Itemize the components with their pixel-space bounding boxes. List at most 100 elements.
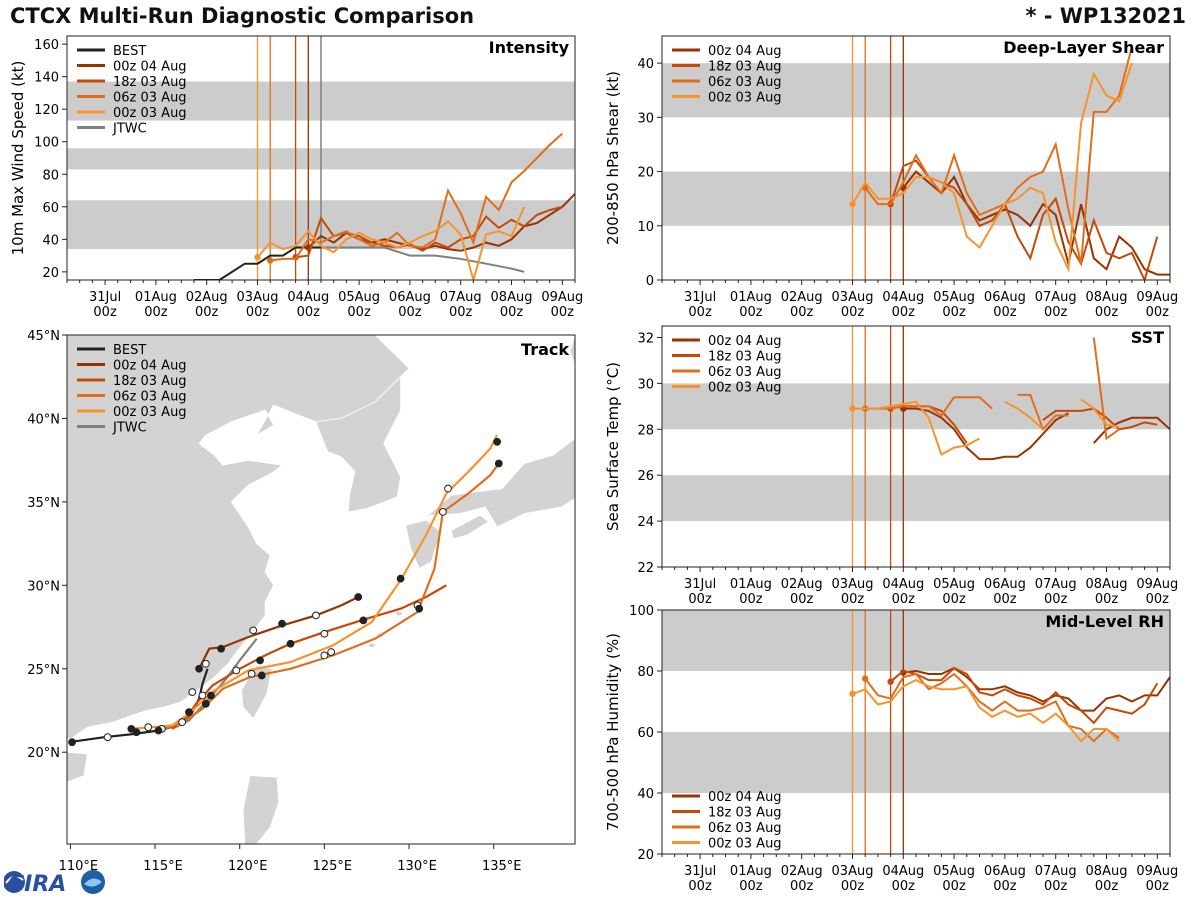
sst-ytick-label: 22 <box>637 561 654 576</box>
rh-legend-label-00z-03-aug: 00z 03 Aug <box>708 837 782 852</box>
rh-init-point-00z-03-aug <box>849 690 856 698</box>
rh-series-18z-03-aug <box>889 666 1159 725</box>
rh-band-1 <box>662 610 1170 671</box>
rh-xtick-label-bottom: 00z <box>1146 879 1170 894</box>
shear-ytick-label: 40 <box>637 57 654 72</box>
rh-xtick-label-top: 01Aug <box>730 864 772 879</box>
shear-xtick-label-bottom: 00z <box>1095 305 1119 320</box>
sst-xtick-label-bottom: 00z <box>1095 592 1119 607</box>
track-xtick-label: 115°E <box>143 859 183 874</box>
track-marker-00z-04-aug <box>249 626 258 635</box>
rh-chart: 2040608010031Jul00z01Aug00z02Aug00z03Aug… <box>604 604 1178 894</box>
track-ytick-label: 20°N <box>27 746 60 761</box>
shear-series-06z-03-aug <box>864 46 1133 264</box>
shear-xtick-label-top: 03Aug <box>832 290 874 305</box>
rh-legend-label-06z-03-aug: 06z 03 Aug <box>708 821 782 836</box>
rh-xtick-label-top: 04Aug <box>882 864 924 879</box>
intensity-xtick-label-top: 01Aug <box>135 290 177 305</box>
sst-init-point-00z-03-aug <box>849 405 856 412</box>
land-mainland-asia <box>67 335 410 740</box>
sst-ylabel: Sea Surface Temp (°C) <box>604 362 622 531</box>
sst-legend-label-06z-03-aug: 06z 03 Aug <box>708 365 782 380</box>
track-marker-00z-04-aug <box>312 611 320 620</box>
rh-xtick-label-top: 31Jul <box>684 864 716 879</box>
cira-logo: CIRA <box>4 870 105 897</box>
shear-xtick-label-bottom: 00z <box>942 305 966 320</box>
shear-title: Deep-Layer Shear <box>1003 38 1164 57</box>
sst-xtick-label-top: 01Aug <box>730 577 772 592</box>
rh-series-00z-03-aug <box>852 678 1120 743</box>
rh-init-point-18z-03-aug <box>887 678 894 685</box>
sst-xtick-label-top: 04Aug <box>882 577 924 592</box>
track-marker-00z-03-aug <box>493 437 502 446</box>
shear-xtick-label-top: 04Aug <box>882 290 924 305</box>
intensity-legend-label-18z-03-aug: 18z 03 Aug <box>113 75 187 90</box>
track-marker-18z-03-aug <box>256 656 264 665</box>
intensity-xtick-label-bottom: 00z <box>551 305 575 320</box>
rh-xtick-label-top: 07Aug <box>1035 864 1077 879</box>
intensity-init-point-00z-03-aug <box>254 254 261 261</box>
intensity-legend-label-00z-03-aug: 00z 03 Aug <box>113 106 187 121</box>
sst-series-06z-03-aug-2 <box>1092 337 1120 441</box>
shear-xtick-label-top: 01Aug <box>730 290 772 305</box>
intensity-series-jtwc <box>321 246 525 273</box>
shear-xtick-label-top: 06Aug <box>984 290 1026 305</box>
rh-xtick-label-bottom: 00z <box>1044 879 1068 894</box>
track-line-00z-03-aug <box>131 434 499 730</box>
sst-xtick-label-top: 08Aug <box>1086 577 1128 592</box>
intensity-legend-label-00z-04-aug: 00z 04 Aug <box>113 60 187 75</box>
sst-legend-label-00z-03-aug: 00z 03 Aug <box>708 381 782 396</box>
page-title: CTCX Multi-Run Diagnostic Comparison <box>10 4 475 28</box>
sst-xtick-label-bottom: 00z <box>993 592 1017 607</box>
intensity-xtick-label-bottom: 00z <box>347 305 371 320</box>
rh-xtick-label-top: 08Aug <box>1086 864 1128 879</box>
rh-xtick-label-top: 06Aug <box>984 864 1026 879</box>
shear-xtick-label-top: 09Aug <box>1136 290 1178 305</box>
intensity-xtick-label-bottom: 00z <box>297 305 321 320</box>
sst-xtick-label-bottom: 00z <box>790 592 814 607</box>
track-marker-best <box>188 688 197 697</box>
sst-legend-label-18z-03-aug: 18z 03 Aug <box>708 350 782 365</box>
track-marker-06z-03-aug <box>415 604 424 613</box>
intensity-ytick-label: 60 <box>42 201 59 216</box>
intensity-ylabel: 10m Max Wind Speed (kt) <box>9 61 27 256</box>
track-marker-18z-03-aug <box>185 708 193 717</box>
shear-chart: 01020304031Jul00z01Aug00z02Aug00z03Aug00… <box>604 35 1178 320</box>
sst-series-00z-03-aug <box>852 400 980 456</box>
land-ryukyu-2 <box>395 611 402 616</box>
track-marker-best <box>201 659 210 668</box>
rh-legend-label-18z-03-aug: 18z 03 Aug <box>708 806 782 821</box>
track-marker-06z-03-aug <box>439 507 447 516</box>
intensity-ytick-label: 80 <box>42 168 59 183</box>
track-legend-label-18z-03-aug: 18z 03 Aug <box>113 374 187 389</box>
track-marker-00z-04-aug <box>354 593 363 601</box>
intensity-ytick-label: 140 <box>34 71 59 86</box>
track-frame <box>66 334 576 845</box>
rh-series-06z-03-aug <box>864 672 1120 743</box>
track-marker-18z-03-aug <box>232 666 241 675</box>
track-ytick-label: 40°N <box>27 412 60 427</box>
rh-ytick-label: 20 <box>637 848 654 863</box>
shear-xtick-label-top: 31Jul <box>684 290 716 305</box>
intensity-xtick-label-top: 06Aug <box>389 290 431 305</box>
track-marker-18z-03-aug <box>286 639 295 648</box>
sst-series-00z-03-aug-2 <box>1080 398 1120 428</box>
track-legend-label-06z-03-aug: 06z 03 Aug <box>113 390 187 405</box>
intensity-ytick-label: 40 <box>42 233 59 248</box>
shear-xtick-label-bottom: 00z <box>739 305 763 320</box>
sst-series-00z-04-aug-1 <box>1093 416 1170 444</box>
track-xtick-label: 120°E <box>228 859 268 874</box>
shear-legend-label-18z-03-aug: 18z 03 Aug <box>708 60 782 75</box>
shear-xtick-label-bottom: 00z <box>841 305 865 320</box>
intensity-ytick-label: 120 <box>34 103 59 118</box>
shear-band-0 <box>662 171 1170 226</box>
sst-ytick-label: 26 <box>637 469 654 484</box>
shear-xtick-label-bottom: 00z <box>993 305 1017 320</box>
shear-ytick-label: 0 <box>646 274 654 289</box>
track-marker-00z-04-aug <box>217 644 225 653</box>
track-marker-00z-04-aug <box>195 664 203 673</box>
sst-xtick-label-top: 09Aug <box>1136 577 1178 592</box>
rh-legend-label-00z-04-aug: 00z 04 Aug <box>708 790 782 805</box>
intensity-ytick-label: 160 <box>34 38 59 53</box>
